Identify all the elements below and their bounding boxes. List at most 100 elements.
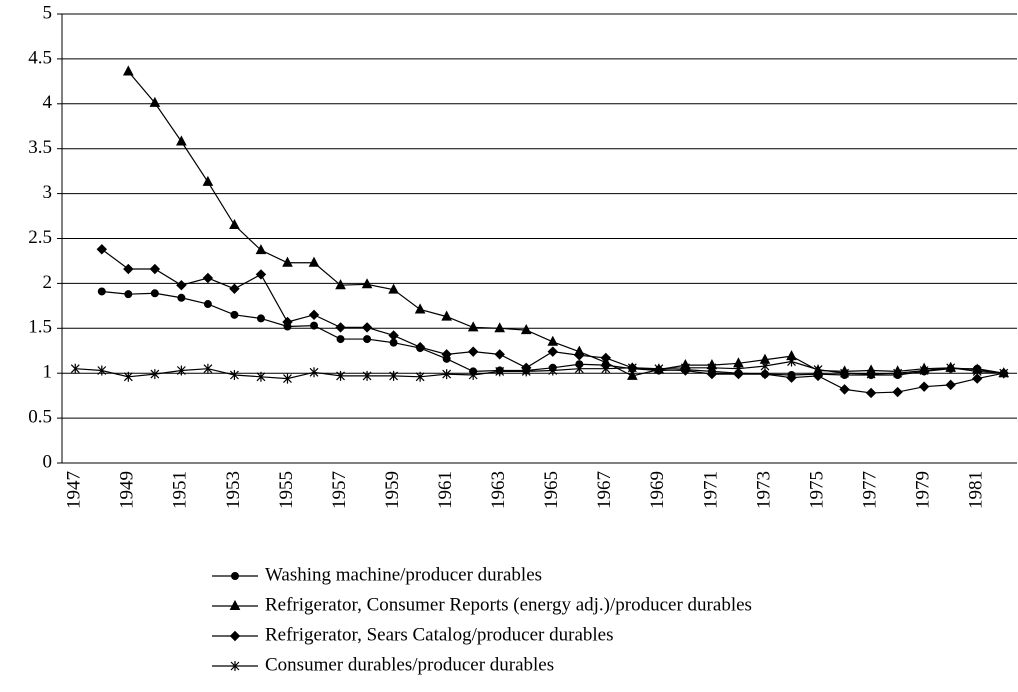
data-point — [760, 361, 770, 372]
legend-marker — [229, 599, 241, 610]
data-point — [308, 309, 320, 321]
data-point — [203, 363, 213, 374]
x-tick-label: 1973 — [753, 471, 774, 509]
legend-marker — [229, 630, 241, 642]
data-point — [494, 322, 506, 333]
y-tick-label: 0.5 — [28, 406, 52, 427]
x-tick-label: 1969 — [647, 471, 668, 509]
data-point — [150, 289, 159, 298]
x-tick-label: 1975 — [806, 471, 827, 509]
legend-label: Washing machine/producer durables — [265, 564, 542, 585]
data-point — [945, 379, 956, 391]
data-point — [415, 371, 425, 382]
data-point — [627, 369, 638, 380]
data-point — [123, 263, 134, 275]
data-point — [336, 370, 345, 381]
y-tick-label: 1.5 — [28, 317, 52, 338]
y-tick-label: 2.5 — [28, 227, 52, 248]
x-tick-label: 1957 — [329, 471, 350, 509]
data-point — [600, 352, 612, 364]
x-tick-label: 1951 — [170, 471, 191, 509]
data-point — [574, 350, 585, 361]
legend-marker — [230, 661, 240, 671]
y-tick-label: 3 — [43, 182, 53, 203]
data-point — [495, 366, 505, 377]
x-tick-label: 1971 — [700, 471, 721, 509]
data-point — [176, 135, 187, 146]
data-point — [734, 363, 743, 374]
data-point — [388, 330, 399, 341]
data-point — [601, 363, 611, 374]
x-tick-label: 1955 — [276, 471, 297, 509]
data-point — [176, 279, 187, 291]
data-point — [256, 314, 265, 323]
data-point — [361, 322, 373, 333]
data-point — [680, 362, 690, 373]
data-point — [230, 310, 239, 319]
data-point — [363, 335, 372, 344]
legend-label: Refrigerator, Consumer Reports (energy a… — [265, 594, 752, 615]
data-point — [335, 322, 346, 333]
data-point — [255, 269, 267, 280]
legend-label: Consumer durables/producer durables — [265, 654, 554, 675]
x-tick-label: 1981 — [966, 471, 987, 509]
data-point — [654, 363, 664, 374]
data-point — [123, 371, 133, 382]
x-tick-label: 1967 — [594, 471, 615, 509]
data-point — [308, 256, 320, 267]
data-point — [918, 381, 930, 392]
data-point — [282, 316, 293, 328]
x-tick-label: 1953 — [223, 471, 244, 509]
data-point — [999, 368, 1009, 379]
data-point — [149, 96, 161, 107]
data-point — [520, 324, 532, 335]
legend-marker — [231, 572, 239, 580]
series-line — [75, 360, 1004, 380]
data-point — [414, 341, 426, 353]
data-point — [547, 335, 559, 346]
y-tick-label: 4 — [43, 92, 53, 113]
x-tick-label: 1947 — [64, 471, 85, 509]
data-point — [230, 369, 239, 380]
data-point — [865, 387, 877, 399]
data-point — [813, 364, 823, 375]
x-tick-label: 1965 — [541, 471, 562, 509]
data-point — [946, 362, 956, 373]
series-line — [127, 71, 1004, 377]
data-point — [627, 362, 637, 373]
data-point — [336, 335, 345, 344]
data-point — [441, 310, 452, 321]
x-tick-label: 1977 — [859, 471, 880, 509]
data-point — [309, 367, 319, 378]
data-point — [786, 372, 797, 383]
data-point — [70, 363, 80, 374]
data-point — [787, 356, 796, 367]
data-point — [122, 65, 134, 76]
data-point — [919, 365, 929, 376]
data-point — [203, 300, 212, 309]
x-tick-label: 1961 — [435, 471, 456, 509]
data-point — [442, 369, 452, 380]
data-point — [972, 366, 982, 377]
data-point — [467, 321, 479, 332]
series-line — [101, 290, 1004, 376]
y-tick-label: 2 — [43, 272, 53, 293]
data-point — [255, 244, 267, 255]
x-tick-label: 1959 — [382, 471, 403, 509]
data-point — [441, 349, 452, 360]
data-point — [150, 369, 160, 380]
data-point — [494, 349, 505, 360]
data-point — [759, 368, 771, 380]
data-point — [256, 371, 266, 382]
data-point — [414, 303, 426, 314]
data-point — [893, 368, 903, 379]
data-point — [866, 369, 876, 380]
data-point — [335, 279, 346, 290]
data-point — [149, 263, 161, 275]
y-tick-label: 0 — [43, 451, 53, 472]
data-point — [388, 283, 399, 294]
data-point — [468, 369, 478, 380]
data-point — [892, 386, 903, 398]
x-tick-label: 1979 — [913, 471, 934, 509]
data-point — [96, 244, 107, 255]
